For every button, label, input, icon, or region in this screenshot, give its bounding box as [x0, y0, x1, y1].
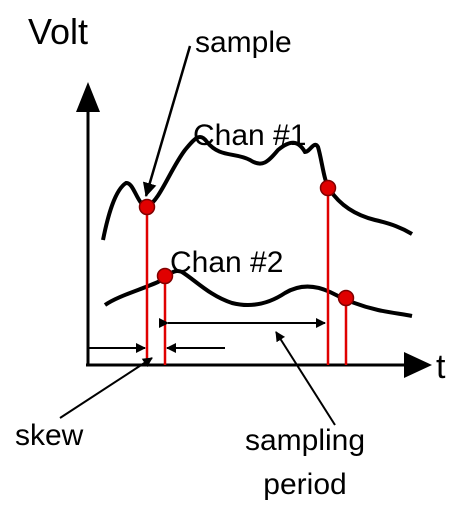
- period-label-line2: period: [263, 468, 346, 501]
- sample-label: sample: [195, 26, 292, 59]
- period-pointer: [275, 331, 336, 426]
- x-arrowhead: [404, 352, 432, 378]
- x-axis-label: t: [436, 348, 446, 386]
- sample-pointer: [142, 45, 192, 197]
- period-label-line1: sampling: [245, 424, 365, 457]
- y-axis-label: Volt: [28, 11, 88, 52]
- chan2-label: Chan #2: [170, 246, 283, 279]
- chan1-label: Chan #1: [193, 119, 306, 152]
- skew-label: skew: [15, 419, 84, 452]
- sample-dots: [138, 179, 355, 307]
- skew-pointer: [59, 357, 153, 419]
- y-arrowhead: [76, 82, 100, 112]
